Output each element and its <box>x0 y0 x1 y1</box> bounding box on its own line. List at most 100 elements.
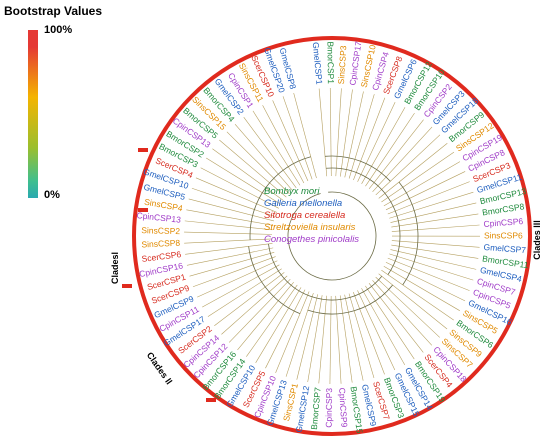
tree-branch <box>372 126 433 192</box>
tree-branch <box>389 191 474 219</box>
tree-branch <box>344 91 364 178</box>
tree-branch <box>383 161 461 207</box>
tree-internal-arc <box>398 181 419 286</box>
tree-branch <box>368 119 424 190</box>
tree-branch <box>344 294 364 381</box>
tree-branch <box>390 202 477 223</box>
tree-branch <box>186 209 273 226</box>
tree-branch <box>191 187 276 217</box>
clade-boundary-tick <box>122 284 132 288</box>
tree-internal-arc <box>268 243 383 301</box>
clade-2-label: Clades ll <box>145 350 174 386</box>
leaf-label: BmorCSP7 <box>309 387 323 431</box>
leaf-label: BmorCSP1 <box>325 41 336 84</box>
clade-3-label: Clades lll <box>532 220 542 260</box>
tree-internal-arc <box>249 156 311 240</box>
tree-branch <box>348 94 375 179</box>
leaf-label: CpinCSP6 <box>483 216 524 229</box>
tree-internal-arc <box>307 284 393 315</box>
tree-branch <box>387 257 470 291</box>
clade-boundary-tick <box>138 208 148 212</box>
tree-branch <box>212 148 284 201</box>
clade-1-label: Cladesl <box>110 252 120 284</box>
tree-branch <box>375 134 441 196</box>
tree-branch <box>389 253 474 281</box>
tree-branch <box>285 292 314 377</box>
clade-ring <box>122 36 532 436</box>
tree-branch <box>385 171 466 211</box>
tree-branch <box>206 157 282 205</box>
tree-branch <box>381 151 455 203</box>
tree-branch <box>353 291 385 375</box>
tree-branches <box>184 88 481 384</box>
tree-branch <box>391 224 480 232</box>
tree-branch <box>357 102 396 182</box>
leaf-label: SinsCSP6 <box>484 230 523 240</box>
tree-branch <box>234 123 293 191</box>
tree-branch <box>293 92 317 179</box>
outer-ring <box>132 36 532 436</box>
tree-branch <box>255 287 302 363</box>
tree-branch <box>365 112 415 187</box>
tree-branch <box>188 198 274 222</box>
legend-title: Bootstrap Values <box>4 4 103 18</box>
leaf-label: CpinCSP3 <box>324 388 335 428</box>
species-sitotroga-cerealella: Sitotroga cerealella <box>264 210 346 221</box>
tree-branch <box>202 264 280 308</box>
legend-max-label: 100% <box>44 24 73 36</box>
species-conogethes-pinicolalis: Conogethes pinicolalis <box>264 234 360 245</box>
leaf-label: SinsCSP3 <box>336 45 348 85</box>
tree-branch <box>365 285 415 360</box>
tree-branch <box>221 275 288 335</box>
tree-branch <box>184 231 273 235</box>
tree-branch <box>243 117 297 189</box>
tree-branch <box>226 131 290 194</box>
tree-branch <box>361 288 406 366</box>
tree-branch <box>381 269 454 321</box>
tree-branch <box>378 273 448 330</box>
tree-branch <box>353 97 386 181</box>
tree-branch <box>184 238 273 244</box>
tree-branch <box>318 88 328 177</box>
tree-branch <box>375 276 440 338</box>
bootstrap-color-scale <box>28 30 38 198</box>
tree-branch <box>383 266 460 311</box>
tree-branch <box>197 260 278 298</box>
tree-branch <box>378 142 448 199</box>
tree-branch <box>357 290 396 371</box>
clade-boundary-tick <box>138 148 148 152</box>
species-bombyx-mori: Bombyx mori <box>264 186 320 197</box>
tree-branch <box>296 294 319 380</box>
tree-branch <box>361 107 406 184</box>
tree-branch <box>335 88 342 177</box>
species-streltzoviella-insularis: Streltzoviella insularis <box>264 222 356 233</box>
tree-branch <box>186 247 274 266</box>
tree-branch <box>192 256 276 288</box>
tree-branch <box>368 283 424 353</box>
tree-branch <box>385 262 466 302</box>
leaf-label: SinsCSP8 <box>141 238 180 250</box>
leaf-label: GmelCSP1 <box>311 42 325 85</box>
tree-branch <box>329 295 332 384</box>
tree-internal-arc <box>287 191 377 281</box>
tree-branch <box>275 291 310 373</box>
tree-branch <box>252 110 301 186</box>
tree-internal-arc <box>324 155 391 182</box>
tree-branch <box>219 139 287 198</box>
tree-branch <box>348 293 375 379</box>
tree-branch <box>246 284 298 357</box>
tree-branch <box>214 272 285 327</box>
tree-branch <box>340 89 353 177</box>
tree-branch <box>307 295 323 383</box>
clade-boundary-tick <box>206 398 216 402</box>
tree-branch <box>228 278 291 343</box>
tree-branch <box>207 268 282 317</box>
tree-branch <box>185 243 273 255</box>
tree-branch <box>262 105 305 184</box>
species-galleria-mellonella: Galleria mellonella <box>264 198 343 209</box>
leaf-label: ScerCSP6 <box>141 249 182 264</box>
tree-branch <box>391 244 479 259</box>
tree-branch <box>372 280 433 346</box>
tree-branch <box>195 177 277 213</box>
